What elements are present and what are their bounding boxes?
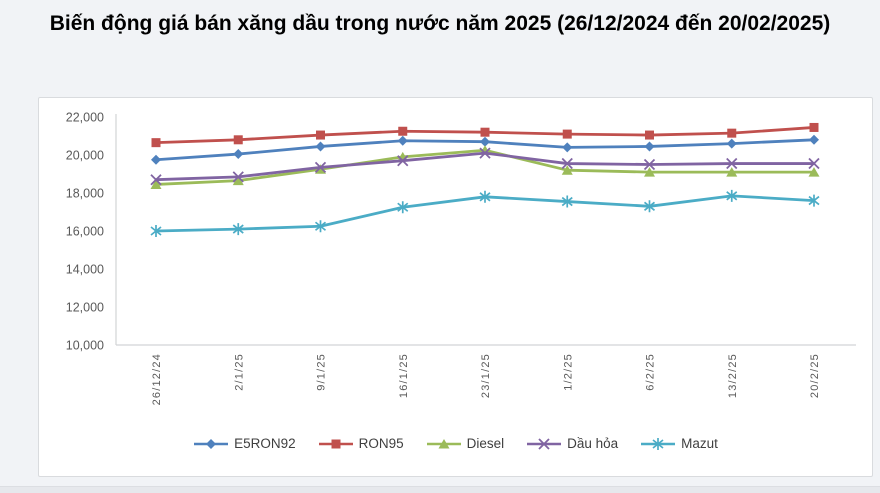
data-point-marker bbox=[397, 201, 409, 214]
chart-panel: 10,000 12,000 14,000 16,000 18,000 20,000 22,0… bbox=[38, 97, 873, 477]
legend-label: E5RON92 bbox=[234, 436, 296, 451]
y-tick-label: 22,000 bbox=[66, 111, 104, 125]
data-point-marker bbox=[808, 167, 820, 177]
x-tick-label: 26/12/24 bbox=[151, 353, 163, 405]
data-point-marker bbox=[151, 154, 161, 165]
legend-item: E5RON92 bbox=[193, 436, 296, 451]
legend-item: Dầu hỏa bbox=[526, 436, 618, 451]
legend-square-icon bbox=[318, 439, 353, 448]
data-point-marker bbox=[480, 136, 490, 147]
fuel-price-line-chart: 10,000 12,000 14,000 16,000 18,000 20,000 22,0… bbox=[66, 111, 856, 405]
x-tick-label: 2/1/25 bbox=[233, 353, 245, 391]
data-point-marker bbox=[480, 127, 490, 137]
legend-item: Diesel bbox=[426, 436, 505, 451]
data-point-marker bbox=[233, 135, 243, 145]
chart-legend: E5RON92 RON95 Diesel Dầu hỏa Mazut bbox=[39, 436, 872, 451]
data-point-marker bbox=[726, 138, 737, 149]
data-point-marker bbox=[397, 135, 408, 146]
window-bottom-edge bbox=[0, 486, 880, 493]
data-point-marker bbox=[397, 155, 409, 167]
data-point-marker bbox=[479, 190, 491, 203]
data-point-marker bbox=[643, 200, 656, 213]
data-point-marker bbox=[652, 437, 664, 450]
legend-x-icon bbox=[527, 437, 562, 450]
series-line-Diesel bbox=[154, 148, 816, 186]
data-point-marker bbox=[150, 225, 162, 237]
data-point-marker bbox=[538, 437, 550, 450]
data-point-marker bbox=[808, 194, 820, 207]
data-point-marker bbox=[726, 189, 738, 202]
data-point-marker bbox=[727, 128, 737, 138]
data-point-marker bbox=[808, 157, 820, 170]
data-point-marker bbox=[644, 141, 655, 152]
data-point-marker bbox=[232, 223, 244, 236]
y-tick-label: 12,000 bbox=[66, 301, 104, 315]
legend-label: Mazut bbox=[681, 436, 718, 451]
data-point-marker bbox=[151, 138, 161, 148]
data-point-marker bbox=[232, 175, 244, 186]
data-point-marker bbox=[726, 167, 738, 177]
data-point-marker bbox=[809, 122, 819, 132]
data-point-marker bbox=[233, 149, 244, 160]
data-point-marker bbox=[479, 147, 491, 159]
data-point-marker bbox=[206, 438, 217, 449]
data-point-marker bbox=[645, 130, 654, 140]
y-tick-label: 10,000 bbox=[66, 339, 104, 353]
y-tick-label: 16,000 bbox=[66, 225, 104, 239]
data-point-marker bbox=[315, 164, 326, 174]
y-tick-label: 14,000 bbox=[66, 263, 104, 277]
legend-diamond-icon bbox=[194, 438, 229, 449]
x-tick-label: 9/1/25 bbox=[316, 353, 328, 391]
x-tick-label: 20/2/25 bbox=[809, 353, 821, 398]
data-point-marker bbox=[150, 174, 162, 186]
data-point-marker bbox=[331, 439, 341, 448]
legend-triangle-icon bbox=[426, 438, 461, 448]
data-point-marker bbox=[438, 438, 450, 448]
x-tick-label: 1/2/25 bbox=[562, 353, 574, 391]
x-tick-label: 23/1/25 bbox=[480, 353, 492, 398]
data-point-marker bbox=[809, 134, 819, 145]
y-tick-label: 18,000 bbox=[66, 187, 104, 201]
data-point-marker bbox=[561, 157, 573, 170]
y-tick-label: 20,000 bbox=[66, 149, 104, 163]
data-point-marker bbox=[314, 161, 327, 173]
data-point-marker bbox=[314, 220, 327, 233]
legend-item: Mazut bbox=[640, 436, 718, 451]
data-point-marker bbox=[562, 129, 572, 139]
data-point-marker bbox=[232, 171, 244, 183]
data-point-marker bbox=[150, 179, 162, 189]
data-point-marker bbox=[726, 157, 738, 170]
data-point-marker bbox=[561, 195, 573, 208]
x-tick-label: 16/1/25 bbox=[398, 353, 410, 398]
legend-label: Diesel bbox=[466, 436, 505, 451]
x-tick-label: 6/2/25 bbox=[645, 353, 657, 391]
data-point-marker bbox=[562, 142, 573, 153]
legend-asterisk-icon bbox=[641, 437, 676, 450]
data-point-marker bbox=[643, 158, 656, 171]
x-tick-label: 13/2/25 bbox=[727, 353, 739, 398]
chart-title: Biến động giá bán xăng dầu trong nước nă… bbox=[49, 12, 831, 35]
data-point-marker bbox=[398, 126, 408, 136]
data-point-marker bbox=[316, 130, 325, 140]
legend-label: Dầu hỏa bbox=[567, 436, 619, 451]
data-point-marker bbox=[644, 167, 655, 177]
legend-label: RON95 bbox=[358, 436, 404, 451]
data-point-marker bbox=[561, 165, 573, 175]
data-point-marker bbox=[315, 141, 326, 152]
series-line-Dầu hỏa bbox=[154, 151, 816, 182]
legend-item: RON95 bbox=[318, 436, 404, 451]
